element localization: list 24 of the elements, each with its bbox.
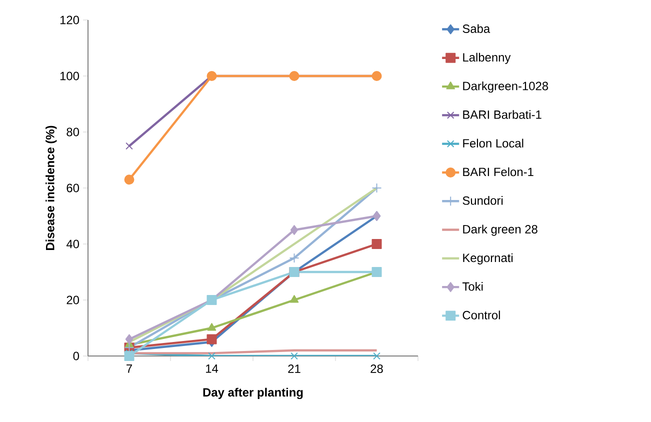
y-tick-label: 120 xyxy=(60,16,80,24)
legend-label: Sundori xyxy=(462,196,503,205)
legend-label: Felon Local xyxy=(463,138,524,148)
legend-label: Control xyxy=(462,310,500,320)
y-tick-label: 40 xyxy=(66,240,80,248)
legend-label: Saba xyxy=(462,24,490,33)
legend-label: BARI Barbati-1 xyxy=(463,110,542,119)
x-tick-label: 14 xyxy=(206,364,218,373)
legend-label: Dark green 28 xyxy=(463,224,538,236)
y-axis-title: Disease incidence (%) xyxy=(46,126,57,250)
x-axis-title: Day after planting xyxy=(203,388,303,400)
y-tick-label: 100 xyxy=(60,72,80,80)
legend-label: BARI Felon-1 xyxy=(463,167,534,176)
legend-label: Toki xyxy=(462,282,483,291)
legend-label: Kegornati xyxy=(463,253,513,264)
y-tick-label: 20 xyxy=(66,296,80,304)
y-tick-label: 80 xyxy=(66,128,80,136)
x-tick-label: 28 xyxy=(370,364,383,373)
legend-label: Darkgreen-1028 xyxy=(463,81,548,93)
y-tick-label: 0 xyxy=(73,352,80,360)
x-tick-label: 7 xyxy=(126,364,132,373)
legend-label: Lalbenny xyxy=(463,52,511,64)
x-tick-label: 21 xyxy=(288,364,300,373)
y-tick-label: 60 xyxy=(66,184,80,192)
